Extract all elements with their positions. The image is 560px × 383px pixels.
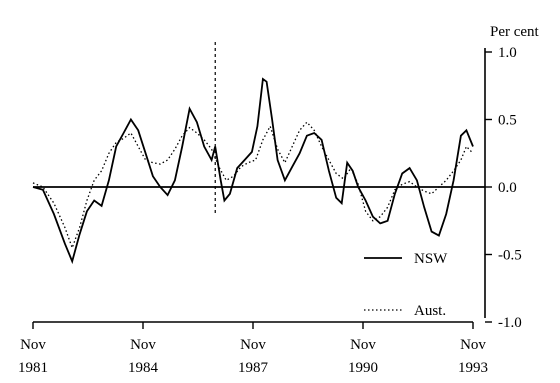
y-tick-label: 0.0 — [498, 180, 517, 196]
x-tick-label-month: Nov — [460, 337, 486, 353]
x-tick-label-year: 1993 — [458, 360, 488, 376]
y-tick-label: -1.0 — [498, 315, 522, 331]
x-tick-label-month: Nov — [130, 337, 156, 353]
x-tick-label-year: 1990 — [348, 360, 378, 376]
y-tick-label: 0.5 — [498, 113, 517, 129]
x-tick-label-year: 1987 — [238, 360, 269, 376]
y-axis-title: Per cent — [490, 24, 540, 40]
x-tick-label-year: 1981 — [18, 360, 48, 376]
legend-label: Aust. — [414, 303, 446, 319]
y-tick-label: 1.0 — [498, 45, 517, 61]
series-line-aust — [32, 121, 474, 250]
x-tick-label-month: Nov — [350, 337, 376, 353]
series-line-nsw — [32, 77, 474, 265]
x-tick-label-month: Nov — [20, 337, 46, 353]
x-tick-label-year: 1984 — [128, 360, 159, 376]
x-tick-label-month: Nov — [240, 337, 266, 353]
legend-label: NSW — [414, 251, 448, 267]
y-tick-label: -0.5 — [498, 248, 522, 264]
